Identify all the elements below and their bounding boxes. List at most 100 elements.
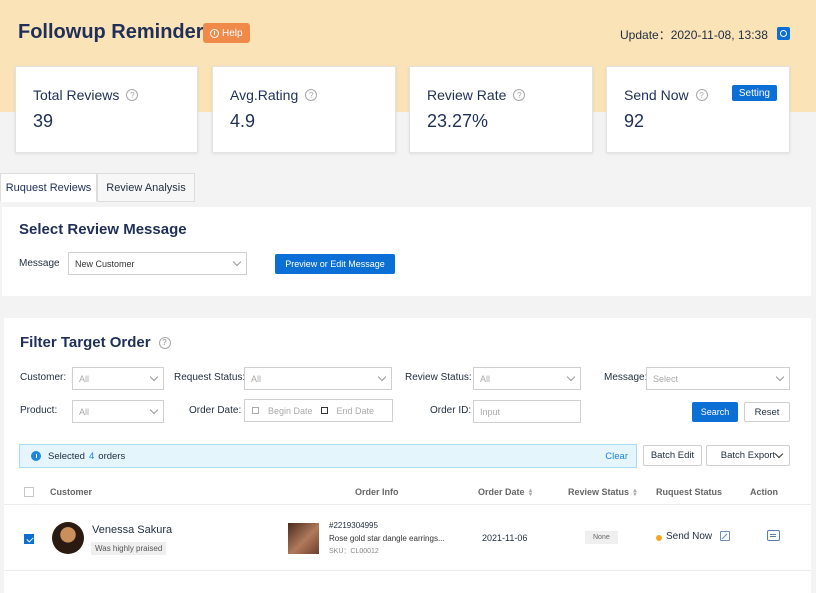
stat-label: Send Now <box>624 87 689 103</box>
order-id-label: Order ID: <box>430 405 472 416</box>
row-checkbox[interactable] <box>24 534 34 544</box>
status-dot <box>656 535 662 541</box>
customer-filter-value: All <box>79 373 90 384</box>
stat-value: 92 <box>624 111 645 131</box>
chevron-down-icon <box>232 257 242 267</box>
order-date-label: Order Date: <box>189 405 242 416</box>
column-header-action: Action <box>750 487 778 497</box>
customer-badge: Was highly praised <box>91 542 167 555</box>
select-message-panel: Select Review Message Message New Custom… <box>2 207 811 296</box>
filter-panel: Filter Target Order ? Customer: All Requ… <box>4 318 811 593</box>
page-title: Followup Reminder <box>18 21 204 43</box>
selection-prefix: Selected <box>48 450 85 462</box>
chevron-down-icon <box>774 449 784 459</box>
chevron-down-icon <box>149 405 159 415</box>
order-date-header-label: Order Date <box>478 487 525 497</box>
table-divider <box>4 570 811 571</box>
stat-card-total-reviews: Total Reviews? 39 <box>15 66 198 153</box>
clear-selection-link[interactable]: Clear <box>605 450 628 462</box>
calendar-icon <box>320 407 328 414</box>
chevron-down-icon <box>566 372 576 382</box>
refresh-icon[interactable] <box>777 27 790 40</box>
column-header-review-status[interactable]: Review Status ▲ ▼ <box>568 487 638 498</box>
column-header-request-status: Ruquest Status <box>656 487 723 497</box>
column-header-order-info: Order Info <box>355 487 399 497</box>
message-filter-label: Message: <box>604 372 648 383</box>
batch-edit-button[interactable]: Batch Edit <box>643 445 702 466</box>
selection-suffix: orders <box>98 450 126 462</box>
stat-card-review-rate: Review Rate? 23.27% <box>409 66 593 153</box>
stat-card-avg-rating: Avg.Rating? 4.9 <box>212 66 396 153</box>
end-date-input[interactable]: End Date <box>336 405 375 416</box>
column-header-order-date[interactable]: Order Date ▲ ▼ <box>478 487 534 498</box>
preview-edit-message-button[interactable]: Preview or Edit Message <box>275 254 395 274</box>
request-status-select[interactable]: All <box>244 367 392 390</box>
order-date: 2021-11-06 <box>482 533 528 543</box>
select-all-checkbox[interactable] <box>24 487 34 497</box>
message-filter-select[interactable]: Select <box>646 367 790 390</box>
update-timestamp: Update：2020-11-08, 13:38 <box>620 28 768 42</box>
help-button[interactable]: Help <box>203 23 250 43</box>
review-status-select[interactable]: All <box>473 367 581 390</box>
help-label: Help <box>222 27 243 39</box>
edit-icon[interactable] <box>720 531 730 541</box>
order-number: #2219304995 <box>329 521 378 530</box>
customer-filter-label: Customer: <box>20 372 67 383</box>
stat-label: Total Reviews <box>33 87 120 103</box>
setting-button[interactable]: Setting <box>731 85 777 101</box>
message-select-value: New Customer <box>75 258 135 269</box>
help-icon <box>210 28 219 38</box>
message-filter-placeholder: Select <box>653 373 679 384</box>
product-filter-label: Product: <box>20 405 58 416</box>
reset-button[interactable]: Reset <box>744 402 790 422</box>
request-status-label: Request Status: <box>174 372 246 383</box>
selection-info-bar: Selected 4 orders Clear <box>19 444 637 468</box>
question-icon[interactable]: ? <box>305 89 318 101</box>
batch-export-button[interactable]: Batch Export <box>706 445 790 466</box>
product-filter-select[interactable]: All <box>72 400 164 423</box>
filter-title-text: Filter Target Order <box>20 334 151 351</box>
customer-filter-select[interactable]: All <box>72 367 164 390</box>
order-description: Rose gold star dangle earrings... <box>329 534 445 543</box>
stat-label: Avg.Rating <box>230 87 299 103</box>
question-icon[interactable]: ? <box>126 89 139 101</box>
stat-card-send-now: Send Now? 92 Setting <box>606 66 790 153</box>
question-icon[interactable]: ? <box>158 336 171 349</box>
order-date-range[interactable]: Begin Date End Date <box>244 399 393 422</box>
message-icon[interactable] <box>767 530 780 541</box>
select-message-title: Select Review Message <box>19 221 187 238</box>
begin-date-input[interactable]: Begin Date <box>268 405 313 416</box>
chevron-down-icon <box>149 372 159 382</box>
stat-value: 23.27% <box>427 111 489 131</box>
chevron-down-icon <box>377 372 387 382</box>
filter-title: Filter Target Order ? <box>20 334 171 351</box>
calendar-icon <box>252 407 259 414</box>
customer-name: Venessa Sakura <box>92 524 173 536</box>
table-divider <box>4 504 811 505</box>
question-icon[interactable]: ? <box>513 89 526 101</box>
stat-value: 39 <box>33 111 54 131</box>
sort-icon: ▲ ▼ <box>632 487 638 498</box>
review-status-value: All <box>480 373 491 384</box>
sort-icon: ▲ ▼ <box>527 487 534 498</box>
question-icon[interactable]: ? <box>695 89 708 101</box>
review-status-label: Review Status: <box>405 372 472 383</box>
product-image <box>288 523 319 554</box>
chevron-down-icon <box>775 372 785 382</box>
order-sku: SKU：CL00012 <box>329 548 379 555</box>
message-select[interactable]: New Customer <box>68 252 247 275</box>
stat-label: Review Rate <box>427 87 507 103</box>
review-status-badge: None <box>585 531 618 544</box>
message-label: Message <box>19 258 60 269</box>
column-header-customer: Customer <box>50 487 93 497</box>
batch-export-label: Batch Export <box>720 450 776 461</box>
tab-review-analysis[interactable]: Review Analysis <box>97 173 195 202</box>
avatar <box>52 522 84 554</box>
search-button[interactable]: Search <box>692 402 738 422</box>
review-status-header-label: Review Status <box>568 487 630 497</box>
order-id-input[interactable]: Input <box>473 400 581 423</box>
stat-value: 4.9 <box>230 111 256 131</box>
request-status-value: All <box>251 373 262 384</box>
tab-request-reviews[interactable]: Ruquest Reviews <box>0 173 97 202</box>
product-filter-value: All <box>79 406 90 417</box>
